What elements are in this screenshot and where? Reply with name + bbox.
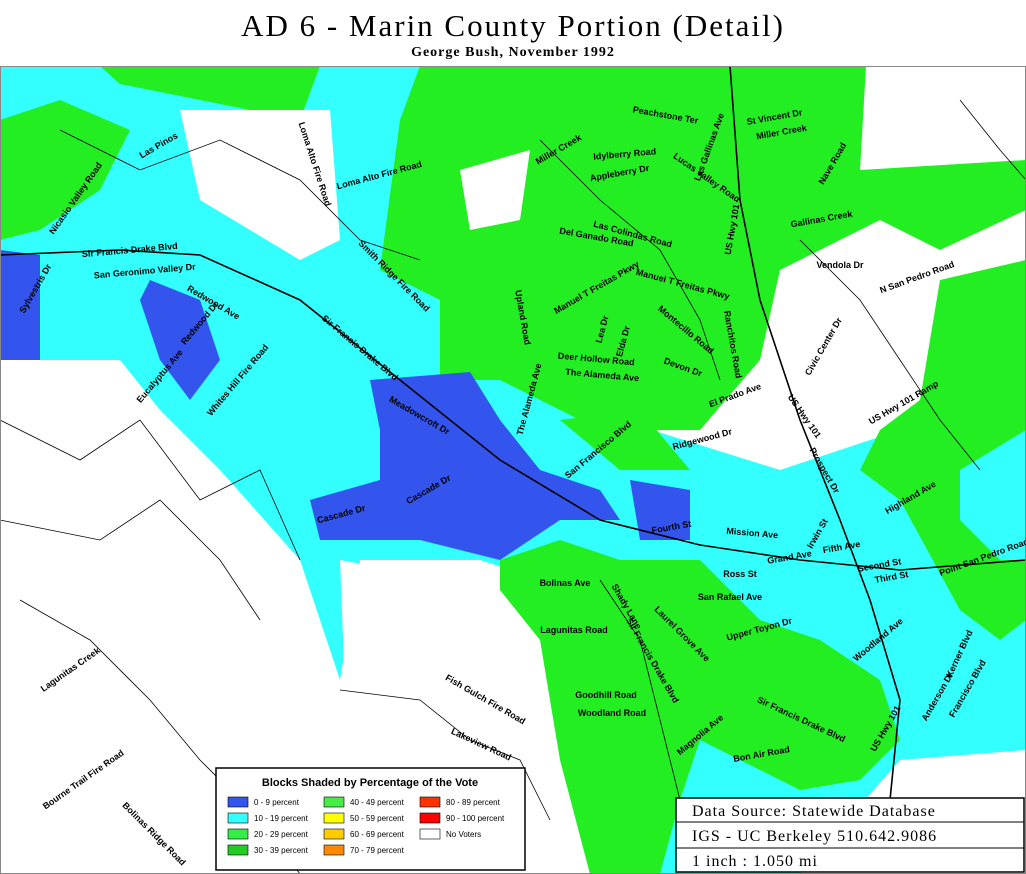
legend-title: Blocks Shaded by Percentage of the Vote [262,777,478,789]
region [100,66,320,120]
legend-label: 80 - 89 percent [446,798,501,807]
legend-label: 0 - 9 percent [254,798,300,807]
street-label: Bolinas Ave [540,578,591,588]
legend-swatch [227,812,249,824]
street-label: Mission Ave [726,526,779,540]
region [0,250,40,360]
road [539,139,721,381]
region [140,280,220,400]
region [0,370,330,874]
region [0,100,130,240]
legend-label: No Voters [446,830,481,839]
road [599,579,681,801]
legend-label: 40 - 49 percent [350,798,405,807]
street-label: Ross St [723,569,757,579]
street-label: Woodland Road [578,708,646,718]
road [959,99,1026,181]
legend-swatch [227,796,249,808]
street-label: Lagunitas Road [540,625,608,635]
region [500,540,900,874]
road [0,419,301,561]
road [59,129,421,261]
legend-label: 50 - 59 percent [350,814,405,823]
legend-swatch [419,828,441,840]
region [310,372,620,560]
legend-label: 60 - 69 percent [350,830,405,839]
legend-label: 30 - 39 percent [254,846,309,855]
legend-swatch [323,828,345,840]
legend-label: 10 - 19 percent [254,814,309,823]
legend-swatch [323,796,345,808]
road [799,239,981,471]
legend: Blocks Shaded by Percentage of the Vote … [215,767,526,871]
subtitle: George Bush, November 1992 [411,45,615,60]
region [630,480,690,540]
region [460,150,530,230]
source-frame [675,797,1025,873]
main-road [0,249,1026,571]
region [900,750,1026,800]
street-label: Vendola Dr [816,260,864,270]
region [380,66,1026,430]
legend-label: 90 - 100 percent [446,814,505,823]
source-line: Data Source: Statewide Database [692,803,936,820]
legend-swatch [227,828,249,840]
legend-label: 20 - 29 percent [254,830,309,839]
source-box: Data Source: Statewide Database IGS - UC… [675,797,1025,873]
region [860,260,1026,640]
region [180,110,340,260]
legend-swatch [323,812,345,824]
legend-swatch [419,812,441,824]
highway [729,65,901,801]
legend-label: 70 - 79 percent [350,846,405,855]
region [560,410,690,470]
source-line: 1 inch : 1.050 mi [692,853,818,870]
legend-swatch [419,796,441,808]
legend-swatch [323,844,345,856]
legend-box [215,767,526,871]
legend-items: 0 - 9 percent 10 - 19 percent 20 - 29 perc… [227,796,505,856]
title: AD 6 - Marin County Portion (Detail) [241,8,785,43]
road [0,499,261,621]
legend-swatch [227,844,249,856]
road [339,689,551,821]
street-label: Goodhill Road [575,690,637,700]
street-label: San Rafael Ave [698,592,762,602]
source-line: IGS - UC Berkeley 510.642.9086 [692,828,937,845]
map [0,65,1026,874]
